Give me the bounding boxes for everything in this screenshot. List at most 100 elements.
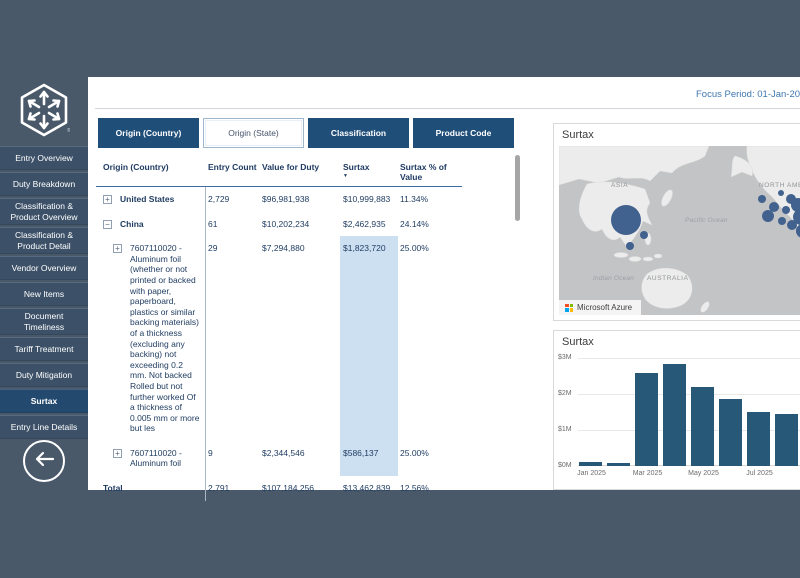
map-title: Surtax: [562, 129, 594, 141]
expand-toggle-icon[interactable]: +: [113, 244, 122, 254]
back-button[interactable]: [23, 440, 65, 482]
sidebar-nav: Entry Overview Duty Breakdown Classificati…: [0, 146, 88, 441]
map-data-bubble[interactable]: [758, 195, 766, 203]
y-axis-tick-1m: $1M: [558, 426, 572, 433]
bar-jun-2025[interactable]: [719, 399, 742, 466]
surtax-matrix: Origin (Country) Entry Count Value for Dut…: [96, 162, 462, 501]
table-row: +7607110020 - Aluminum foil (whether or …: [96, 236, 462, 441]
surtax-bar-chart-card: Surtax $0M $1M $2M $3M Jan 2025 Mar 2025 May 2…: [553, 330, 800, 490]
map-data-bubble[interactable]: [786, 194, 796, 204]
svg-text:®: ®: [67, 127, 70, 134]
table-total-row: Total 2,791 $107,184,256 $13,462,839 12.56%: [96, 476, 462, 501]
surtax-pct-cell: 11.34%: [400, 194, 429, 204]
map-data-bubble[interactable]: [762, 210, 774, 222]
tab-origin-country[interactable]: Origin (Country): [98, 118, 199, 148]
map-data-bubble[interactable]: [791, 198, 800, 212]
column-header-surtax[interactable]: Surtax ▼: [340, 162, 398, 182]
sidebar-item-document-timeliness[interactable]: Document Timeliness: [0, 308, 88, 335]
map-label-asia: ASIA: [611, 182, 629, 189]
value-for-duty-cell: $107,184,256: [262, 483, 314, 494]
column-header-value-for-duty[interactable]: Value for Duty: [262, 162, 320, 172]
expand-toggle-icon[interactable]: +: [113, 448, 122, 458]
tab-classification[interactable]: Classification: [308, 118, 409, 148]
entry-count-cell: 2,791: [208, 483, 230, 494]
view-tabs: Origin (Country) Origin (State) Classifica…: [98, 118, 514, 148]
sidebar-item-entry-overview[interactable]: Entry Overview: [0, 146, 88, 170]
map-data-bubble[interactable]: [640, 231, 648, 239]
map-data-bubble[interactable]: [778, 217, 786, 225]
row-header-cell: Total: [96, 476, 206, 501]
column-header-origin-country[interactable]: Origin (Country): [103, 162, 169, 172]
value-for-duty-cell: $2,344,546: [262, 447, 305, 458]
matrix-scrollbar[interactable]: [515, 155, 520, 221]
tab-product-code[interactable]: Product Code: [413, 118, 514, 148]
sidebar-item-classification-product-overview[interactable]: Classification & Product Overview: [0, 198, 88, 225]
bar-jul-2025[interactable]: [747, 412, 770, 466]
entry-count-cell: 61: [208, 218, 218, 229]
sidebar-item-new-items[interactable]: New Items: [0, 282, 88, 306]
bar-mar-2025[interactable]: [635, 373, 658, 466]
map-data-bubble[interactable]: [782, 206, 790, 214]
map-data-bubble[interactable]: [793, 209, 800, 225]
map-data-bubble[interactable]: [787, 220, 797, 230]
table-row: +7607110020 - Aluminum foil 9 $2,344,546 $5…: [96, 440, 462, 477]
map-label-pacific-ocean: Pacific Ocean: [685, 217, 728, 224]
sidebar: ® Entry Overview Duty Breakdown Classifica…: [0, 0, 88, 578]
map-data-bubble[interactable]: [611, 205, 641, 235]
map-canvas[interactable]: ASIA NORTH AMERICA Pacific Ocean Indian Oce…: [559, 146, 800, 315]
bar-may-2025[interactable]: [691, 387, 714, 466]
bar-series: [579, 358, 798, 466]
bar-feb-2025[interactable]: [607, 463, 630, 466]
map-data-bubble[interactable]: [769, 202, 779, 212]
sidebar-item-classification-product-detail[interactable]: Classification & Product Detail: [0, 227, 88, 254]
surtax-cell: $2,462,935: [343, 218, 386, 229]
map-attribution-text: Microsoft Azure: [577, 303, 633, 312]
bar-apr-2025[interactable]: [663, 364, 686, 466]
tab-origin-state[interactable]: Origin (State): [203, 118, 304, 148]
surtax-cell: $1,823,720: [340, 236, 398, 441]
row-header-cell: +7607110020 - Aluminum foil (whether or …: [96, 236, 206, 441]
entry-count-cell: 2,729: [208, 194, 230, 204]
sidebar-item-duty-breakdown[interactable]: Duty Breakdown: [0, 172, 88, 196]
back-arrow-icon: [33, 450, 55, 473]
sidebar-item-duty-mitigation[interactable]: Duty Mitigation: [0, 363, 88, 387]
value-for-duty-cell: $10,202,234: [262, 218, 310, 229]
row-header-cell: + United States: [96, 187, 206, 212]
sort-descending-icon: ▼: [343, 173, 348, 179]
map-data-bubble[interactable]: [626, 242, 634, 250]
row-header-cell: +7607110020 - Aluminum foil: [96, 440, 206, 477]
map-data-bubble[interactable]: [778, 190, 784, 196]
column-header-surtax-of-value[interactable]: Surtax % of Value: [400, 162, 447, 182]
expand-toggle-icon[interactable]: +: [103, 195, 112, 204]
map-attribution: Microsoft Azure: [559, 300, 642, 315]
collapse-toggle-icon[interactable]: −: [103, 219, 112, 229]
sidebar-item-vendor-overview[interactable]: Vendor Overview: [0, 256, 88, 280]
sidebar-item-tariff-treatment[interactable]: Tariff Treatment: [0, 337, 88, 361]
sidebar-item-entry-line-details[interactable]: Entry Line Details: [0, 415, 88, 439]
bar-aug-2025[interactable]: [775, 414, 798, 466]
map-label-australia: AUSTRALIA: [647, 275, 689, 282]
focus-period-label: Focus Period: 01-Jan-2025: [696, 89, 800, 100]
app-logo-icon: ®: [18, 82, 71, 143]
surtax-cell: $13,462,839: [343, 483, 391, 494]
row-label: 7607110020 - Aluminum foil (whether or n…: [130, 243, 200, 434]
chart-title: Surtax: [562, 336, 594, 348]
entry-count-cell: 29: [208, 243, 218, 254]
world-land-shapes: [559, 146, 800, 313]
entry-count-cell: 9: [208, 447, 213, 458]
map-data-bubble[interactable]: [796, 224, 800, 238]
bar-jan-2025[interactable]: [579, 462, 602, 466]
column-header-entry-count[interactable]: Entry Count: [208, 162, 257, 172]
matrix-body: + United States 2,729 $96,981,938 $10,999,88…: [96, 187, 462, 501]
sidebar-item-surtax[interactable]: Surtax: [0, 389, 88, 413]
x-axis-tick-may-2025: May 2025: [688, 470, 719, 477]
row-header-cell: − China: [96, 211, 206, 237]
y-axis-tick-0m: $0M: [558, 462, 572, 469]
row-label: Total: [103, 483, 123, 494]
row-label: China: [120, 218, 144, 229]
row-label: 7607110020 - Aluminum foil: [130, 447, 182, 469]
table-row: + United States 2,729 $96,981,938 $10,999,88…: [96, 187, 462, 212]
report-canvas: Focus Period: 01-Jan-2025 Origin (Countr…: [88, 77, 800, 501]
map-label-indian-ocean: Indian Ocean: [593, 275, 635, 282]
chart-plot-area: $0M $1M $2M $3M Jan 2025 Mar 2025 May 2025 Jul …: [554, 331, 800, 489]
